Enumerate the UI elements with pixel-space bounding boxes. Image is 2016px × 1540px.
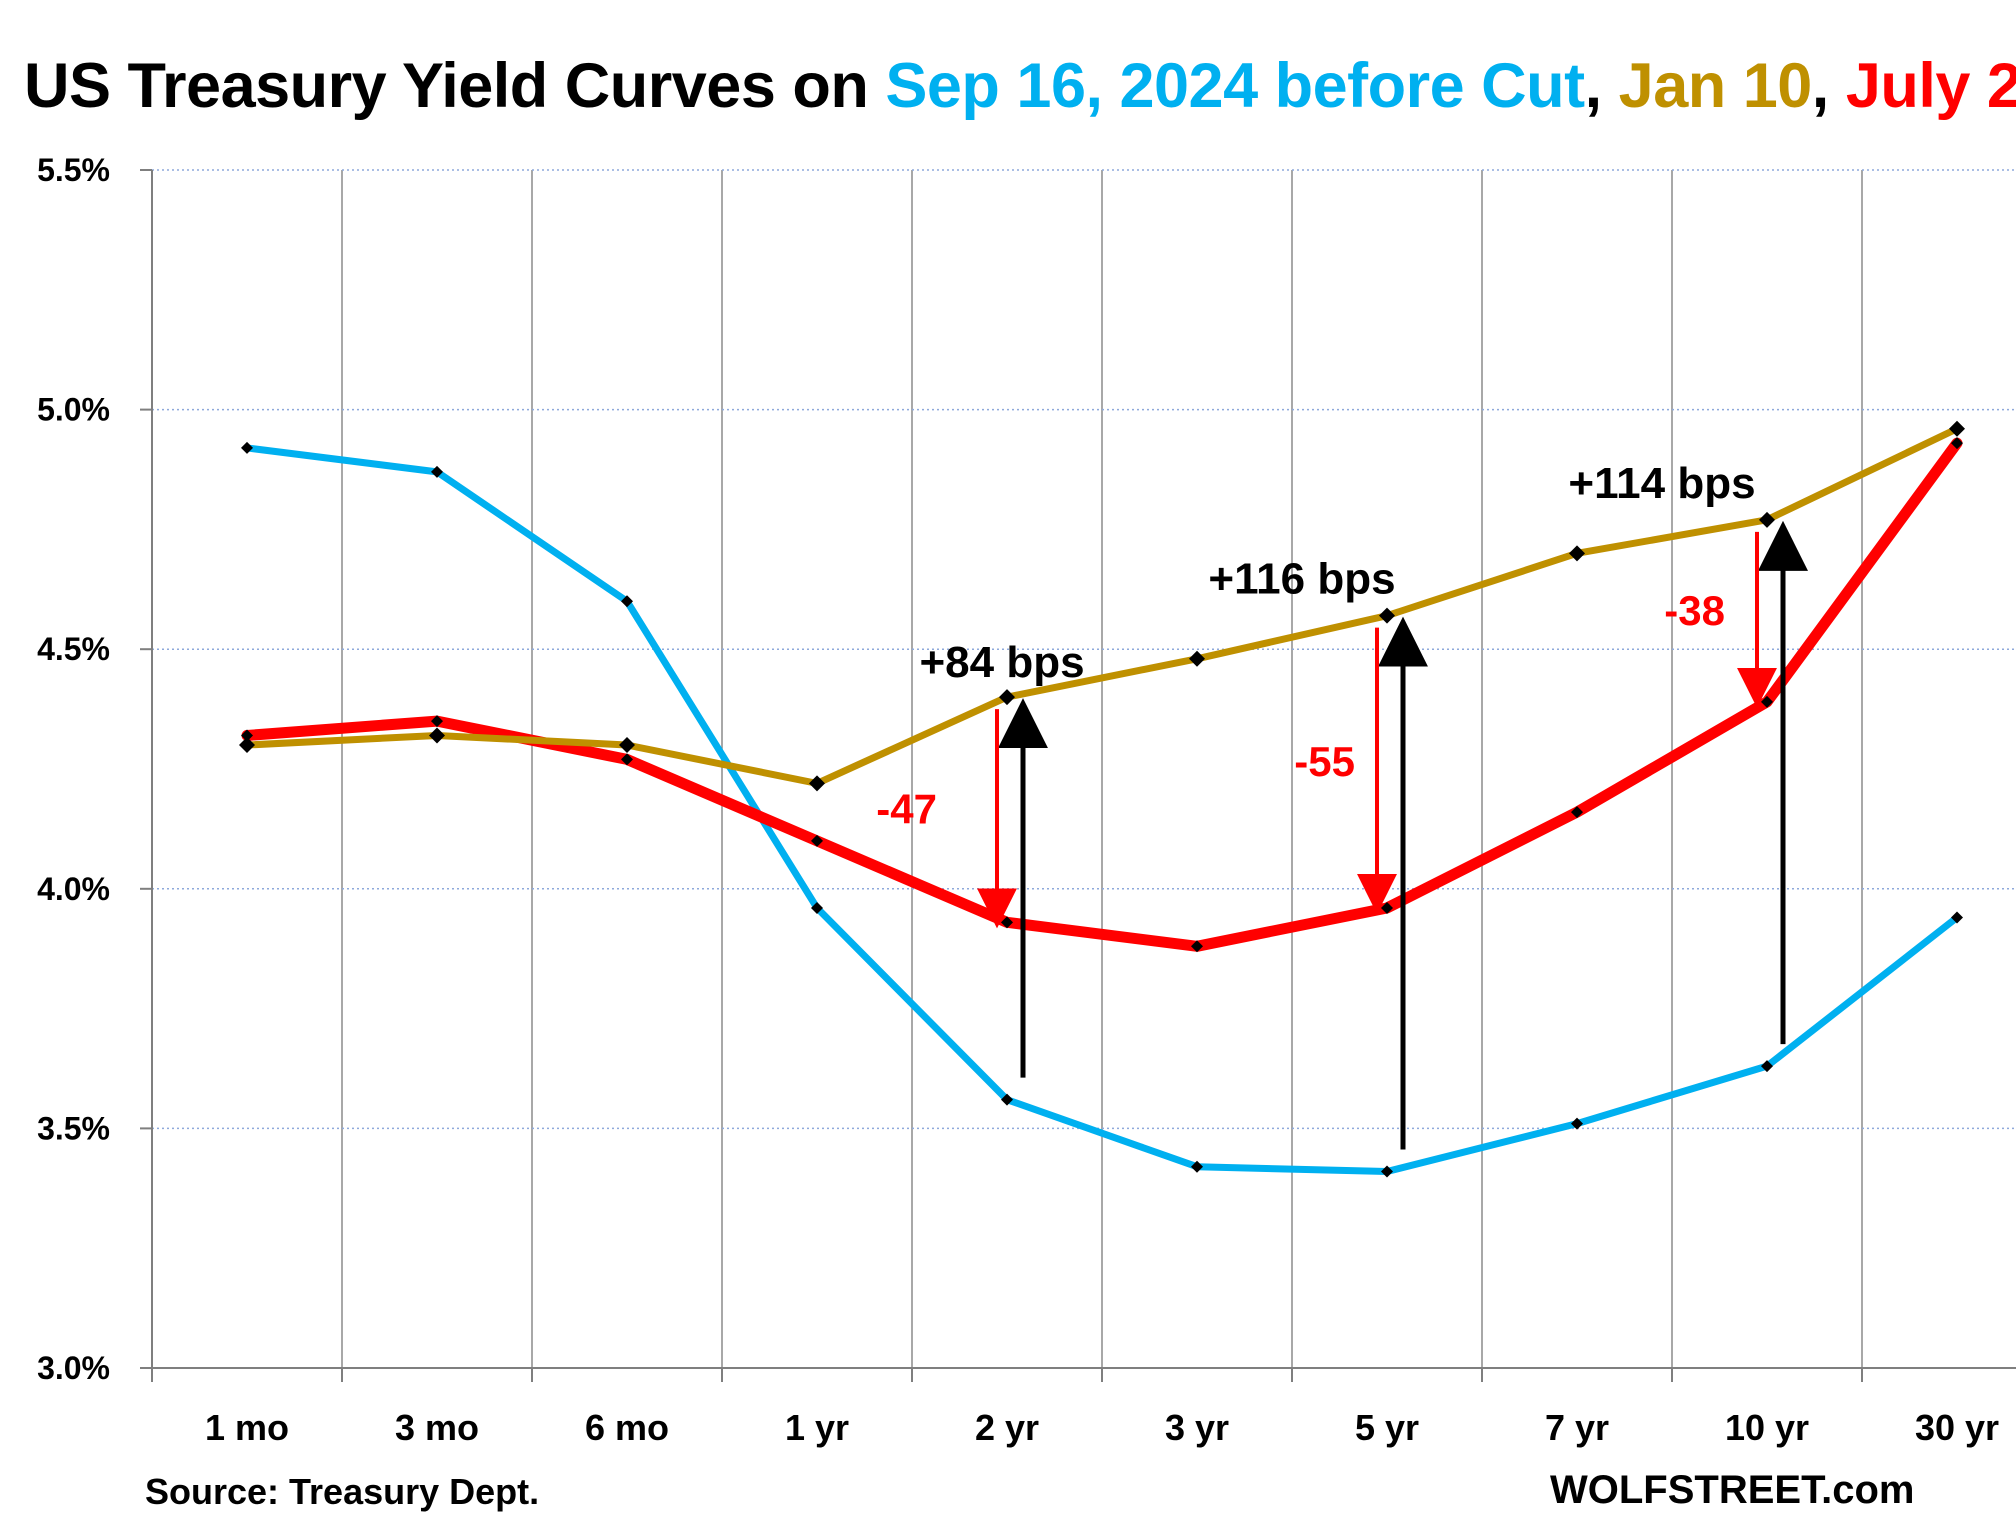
x-tick-label: 2 yr xyxy=(975,1407,1039,1448)
title-segment: , xyxy=(1584,51,1619,121)
series-line xyxy=(243,444,1961,1176)
data-point-marker xyxy=(1191,940,1203,953)
data-point-marker xyxy=(621,753,633,766)
x-tick-label: 3 mo xyxy=(395,1407,479,1448)
data-point-marker xyxy=(429,727,445,744)
x-tick-label: 5 yr xyxy=(1355,1407,1419,1448)
y-tick-label: 3.0% xyxy=(37,1350,110,1386)
title-segment: Jan 10 xyxy=(1618,51,1813,121)
x-tick-label: 30 yr xyxy=(1915,1407,1999,1448)
x-tick-label: 3 yr xyxy=(1165,1407,1229,1448)
source-note: Source: Treasury Dept. xyxy=(145,1471,540,1512)
data-point-marker xyxy=(621,595,633,608)
decrease-label: -38 xyxy=(1664,587,1725,634)
increase-label: +84 bps xyxy=(919,638,1084,687)
y-tick-label: 5.0% xyxy=(37,392,110,428)
data-point-marker xyxy=(241,729,253,742)
x-tick-label: 10 yr xyxy=(1725,1407,1809,1448)
increase-label: +114 bps xyxy=(1568,459,1755,508)
data-point-marker xyxy=(619,737,635,754)
data-point-marker xyxy=(1001,1093,1013,1106)
data-point-marker xyxy=(1379,607,1395,624)
data-point-marker xyxy=(1949,420,1965,437)
site-credit: WOLFSTREET.com xyxy=(1550,1468,1915,1512)
y-tick-label: 4.0% xyxy=(37,871,110,907)
data-point-marker xyxy=(1951,911,1963,924)
x-tick-label: 7 yr xyxy=(1545,1407,1609,1448)
data-point-marker xyxy=(1571,1117,1583,1130)
data-point-marker xyxy=(431,465,443,478)
y-tick-label: 5.5% xyxy=(37,152,110,188)
y-tick-label: 3.5% xyxy=(37,1110,110,1146)
increase-label: +116 bps xyxy=(1208,555,1395,604)
data-point-marker xyxy=(1191,1160,1203,1173)
data-point-marker xyxy=(809,775,825,792)
y-tick-label: 4.5% xyxy=(37,631,110,667)
data-point-marker xyxy=(1951,437,1963,450)
data-point-marker xyxy=(1571,806,1583,819)
axes: 3.0% 3.5% 4.0% 4.5% 5.0% 5.5% 1 mo 3 mo 6 mo 1 yr… xyxy=(37,152,2016,1448)
data-point-marker xyxy=(811,834,823,847)
x-tick-label: 6 mo xyxy=(585,1407,669,1448)
data-point-marker xyxy=(1761,1060,1773,1073)
title-segment: July 25 xyxy=(1845,51,2016,121)
annotations: +84 bps +116 bps +114 bps -47 -55 -38 xyxy=(876,459,1808,1150)
title-segment: US Treasury Yield Curves on xyxy=(24,51,886,121)
series-line xyxy=(243,425,1961,787)
decrease-label: -47 xyxy=(876,786,937,833)
x-tick-label: 1 yr xyxy=(785,1407,849,1448)
data-point-marker xyxy=(239,737,255,754)
series-group xyxy=(239,420,1965,1178)
data-point-marker xyxy=(1189,650,1205,667)
decrease-label: -55 xyxy=(1294,738,1355,785)
data-point-marker xyxy=(431,715,443,728)
title-segment: Sep 16, 2024 before Cut xyxy=(885,51,1585,121)
data-point-marker xyxy=(1569,545,1585,562)
data-point-marker xyxy=(1381,1165,1393,1178)
chart-title: US Treasury Yield Curves on Sep 16, 2024… xyxy=(24,46,2016,126)
data-point-marker xyxy=(811,901,823,914)
title-segment: , xyxy=(1811,51,1846,121)
data-point-marker xyxy=(241,441,253,454)
grid xyxy=(152,169,2016,1368)
x-tick-label: 1 mo xyxy=(205,1407,289,1448)
